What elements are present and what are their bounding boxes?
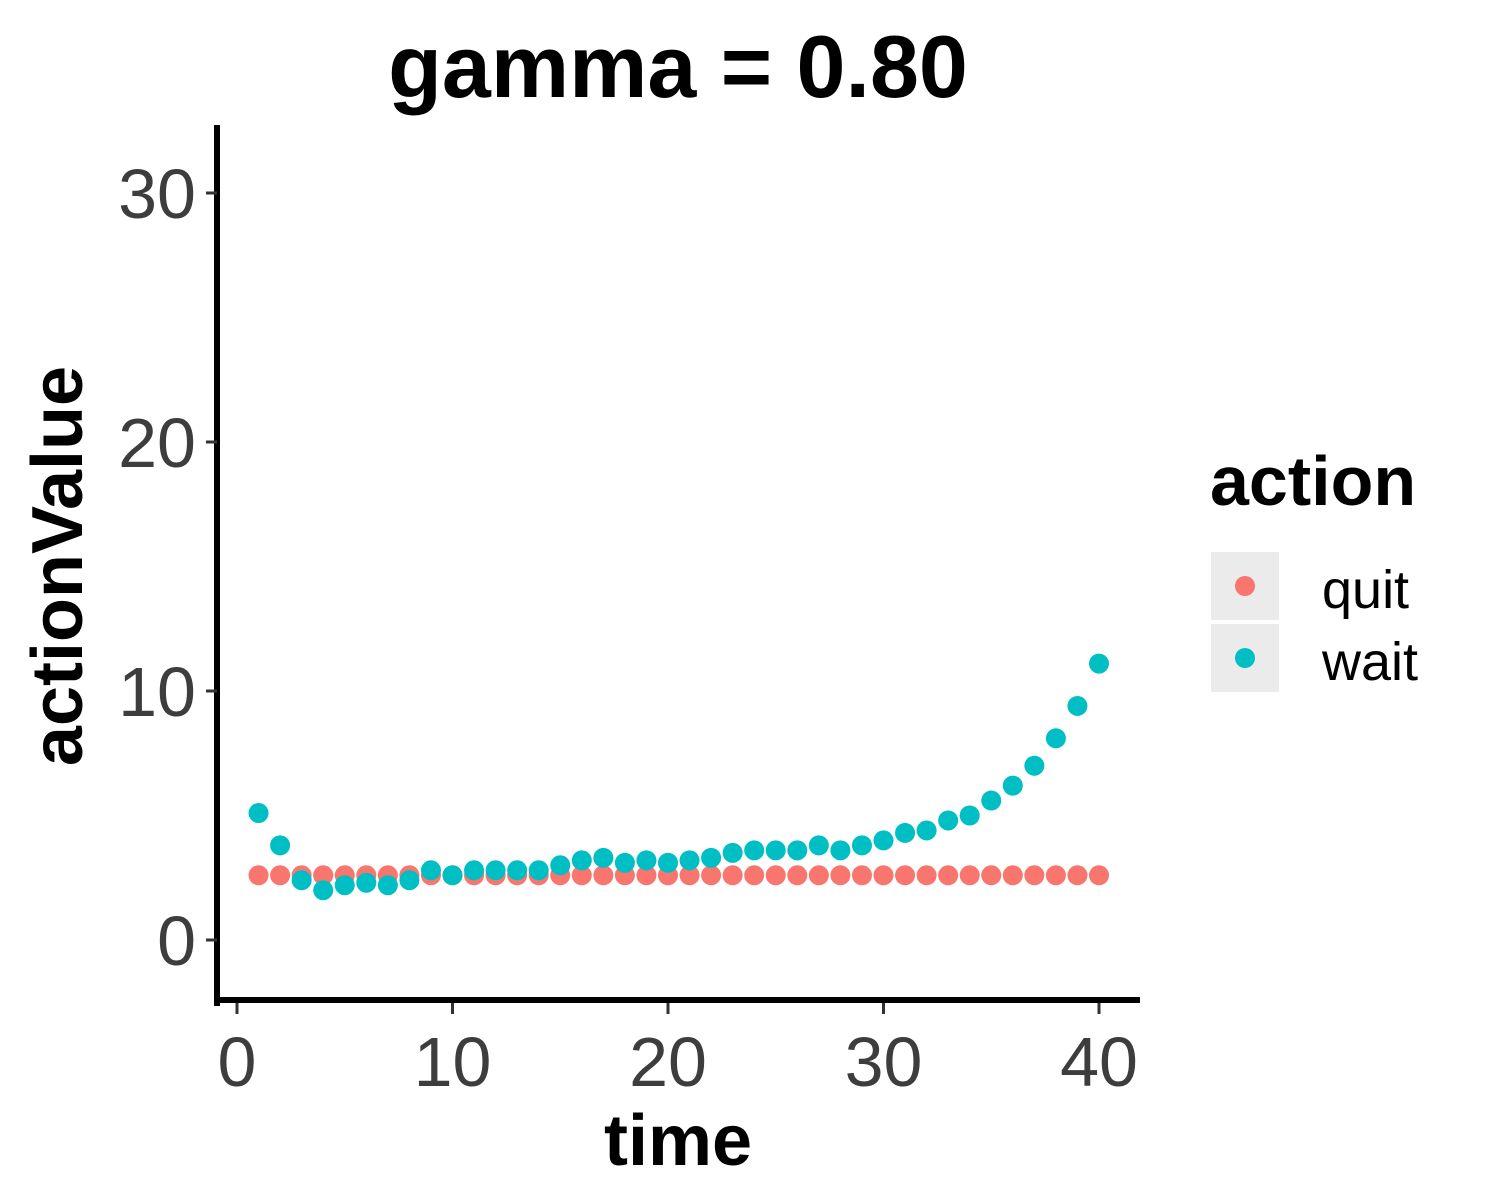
data-point-quit — [313, 865, 334, 886]
data-point-wait — [464, 860, 485, 881]
data-point-quit — [636, 865, 657, 886]
x-tick-label: 10 — [414, 1023, 492, 1101]
data-point-wait — [550, 855, 571, 876]
data-point-wait — [744, 840, 765, 861]
data-point-wait — [1002, 775, 1023, 796]
data-point-quit — [593, 865, 614, 886]
data-point-quit — [873, 865, 894, 886]
data-point-wait — [507, 860, 528, 881]
y-tick-label: 20 — [118, 404, 196, 482]
x-axis-title: time — [604, 1101, 752, 1181]
data-point-wait — [313, 880, 334, 901]
data-point-quit — [981, 865, 1002, 886]
data-point-wait — [291, 870, 312, 891]
data-point-wait — [1089, 653, 1109, 674]
data-point-quit — [765, 865, 786, 886]
data-point-quit — [851, 865, 872, 886]
chart-title: gamma = 0.80 — [388, 17, 968, 116]
x-ticks: 0 10 20 30 40 — [218, 1003, 1138, 1101]
x-tick-label: 20 — [629, 1023, 707, 1101]
data-point-wait — [851, 835, 872, 856]
data-point-wait — [614, 852, 635, 873]
x-tick-label: 40 — [1060, 1023, 1138, 1101]
data-point-wait — [377, 875, 398, 896]
data-point-wait — [1045, 728, 1066, 749]
data-point-quit — [1024, 865, 1045, 886]
data-point-wait — [787, 840, 808, 861]
data-point-wait — [571, 850, 592, 871]
data-point-wait — [636, 850, 657, 871]
data-point-quit — [938, 865, 959, 886]
data-point-wait — [765, 840, 786, 861]
data-point-wait — [873, 830, 894, 851]
data-point-quit — [895, 865, 916, 886]
data-point-wait — [485, 860, 506, 881]
y-tick-label: 10 — [118, 653, 196, 731]
data-point-quit — [916, 865, 937, 886]
legend-label-wait: wait — [1321, 632, 1418, 692]
y-tick-label: 0 — [157, 902, 196, 980]
legend-point-wait — [1235, 648, 1255, 668]
data-point-quit — [701, 865, 722, 886]
legend: action quit wait — [1210, 442, 1418, 692]
legend-title: action — [1210, 442, 1416, 520]
data-point-quit — [571, 865, 592, 886]
data-point-quit — [1045, 865, 1066, 886]
data-point-wait — [895, 822, 916, 843]
data-point-wait — [442, 865, 463, 886]
data-point-wait — [528, 860, 549, 881]
data-point-wait — [248, 803, 269, 824]
data-point-wait — [658, 852, 678, 873]
data-point-wait — [270, 835, 291, 856]
y-axis-title: actionValue — [18, 366, 98, 766]
data-point-wait — [938, 810, 959, 831]
data-point-wait — [722, 842, 743, 863]
data-point-wait — [1024, 755, 1045, 776]
data-point-wait — [808, 835, 829, 856]
x-tick-label: 0 — [218, 1023, 257, 1101]
legend-label-quit: quit — [1322, 560, 1409, 620]
data-point-wait — [959, 805, 980, 826]
data-point-quit — [722, 865, 743, 886]
data-point-wait — [830, 840, 851, 861]
data-point-quit — [270, 865, 291, 886]
y-ticks: 0 10 20 30 — [118, 155, 217, 980]
y-tick-label: 30 — [118, 155, 196, 233]
data-point-wait — [981, 790, 1002, 811]
data-point-wait — [593, 847, 614, 868]
x-tick-label: 30 — [845, 1023, 923, 1101]
data-point-quit — [679, 865, 700, 886]
data-point-quit — [1089, 865, 1109, 886]
data-point-wait — [399, 870, 420, 891]
data-point-quit — [830, 865, 851, 886]
data-point-wait — [1067, 695, 1088, 716]
data-point-quit — [744, 865, 765, 886]
data-point-quit — [808, 865, 829, 886]
data-point-wait — [916, 820, 937, 841]
points-layer — [248, 653, 1109, 901]
data-point-quit — [787, 865, 808, 886]
data-point-quit — [1002, 865, 1023, 886]
data-point-wait — [420, 860, 441, 881]
data-point-quit — [1067, 865, 1088, 886]
data-point-quit — [248, 865, 269, 886]
data-point-wait — [334, 875, 355, 896]
data-point-quit — [959, 865, 980, 886]
legend-point-quit — [1235, 576, 1255, 596]
data-point-wait — [701, 847, 722, 868]
data-point-wait — [679, 850, 700, 871]
data-point-wait — [356, 872, 377, 893]
